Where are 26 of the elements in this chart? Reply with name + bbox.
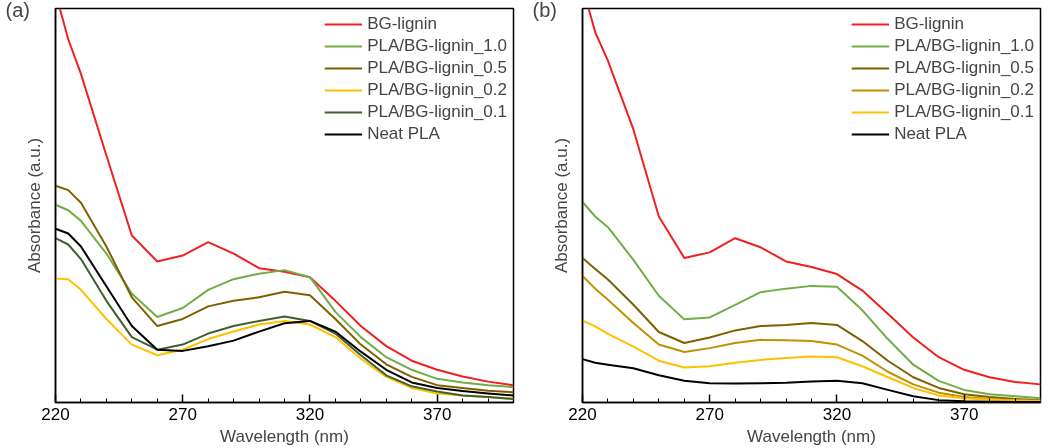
legend-label: PLA/BG-lignin_0.5 (894, 58, 1034, 78)
x-tick-label: 320 (295, 404, 325, 424)
legend-label: BG-lignin (367, 14, 438, 34)
x-tick-label: 270 (695, 404, 724, 424)
x-tick-label: 370 (949, 404, 979, 424)
legend-label: Neat PLA (894, 124, 967, 144)
legend-label: BG-lignin (894, 14, 965, 34)
text: (a) (5, 0, 30, 21)
legend-label: PLA/BG-lignin_1.0 (894, 36, 1034, 56)
legend-label: PLA/BG-lignin_0.2 (367, 80, 507, 100)
legend-label: PLA/BG-lignin_0.5 (367, 58, 507, 78)
x-tick-label: 220 (568, 404, 597, 424)
x-tick-label: 220 (41, 404, 70, 424)
y-axis-title: Absorbance (a.u.) (551, 137, 571, 274)
x-axis-title: Wavelength (nm) (747, 426, 876, 446)
legend-label: PLA/BG-lignin_0.2 (894, 80, 1034, 100)
legend-label: PLA/BG-lignin_0.1 (367, 102, 507, 122)
x-tick-label: 370 (422, 404, 452, 424)
y-axis-title: Absorbance (a.u.) (24, 137, 44, 274)
x-tick-label: 320 (822, 404, 852, 424)
legend-label: PLA/BG-lignin_0.1 (894, 102, 1034, 122)
text: (b) (532, 0, 557, 21)
legend-label: PLA/BG-lignin_1.0 (367, 36, 507, 56)
legend-label: Neat PLA (367, 124, 440, 144)
x-axis-title: Wavelength (nm) (220, 426, 349, 446)
x-tick-label: 270 (168, 404, 197, 424)
